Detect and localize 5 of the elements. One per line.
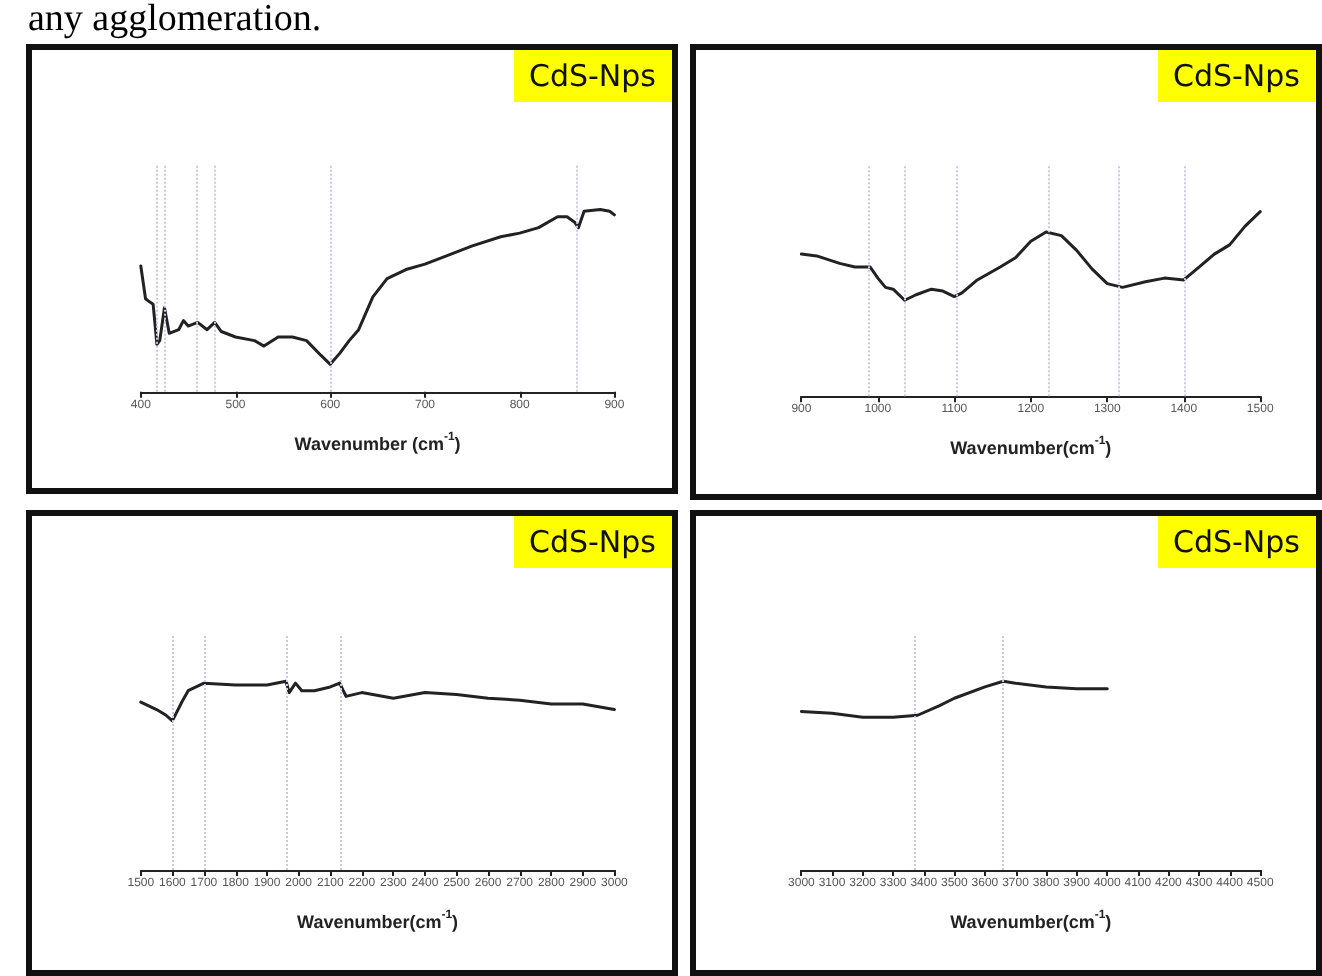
text: CdS-Nps: [513, 516, 672, 568]
text: CdS-Nps: [513, 50, 672, 102]
text: CdS-Nps: [1157, 516, 1316, 568]
text: CdS-Nps: [1157, 50, 1316, 102]
chart-title: any agglomeration.: [28, 0, 322, 40]
